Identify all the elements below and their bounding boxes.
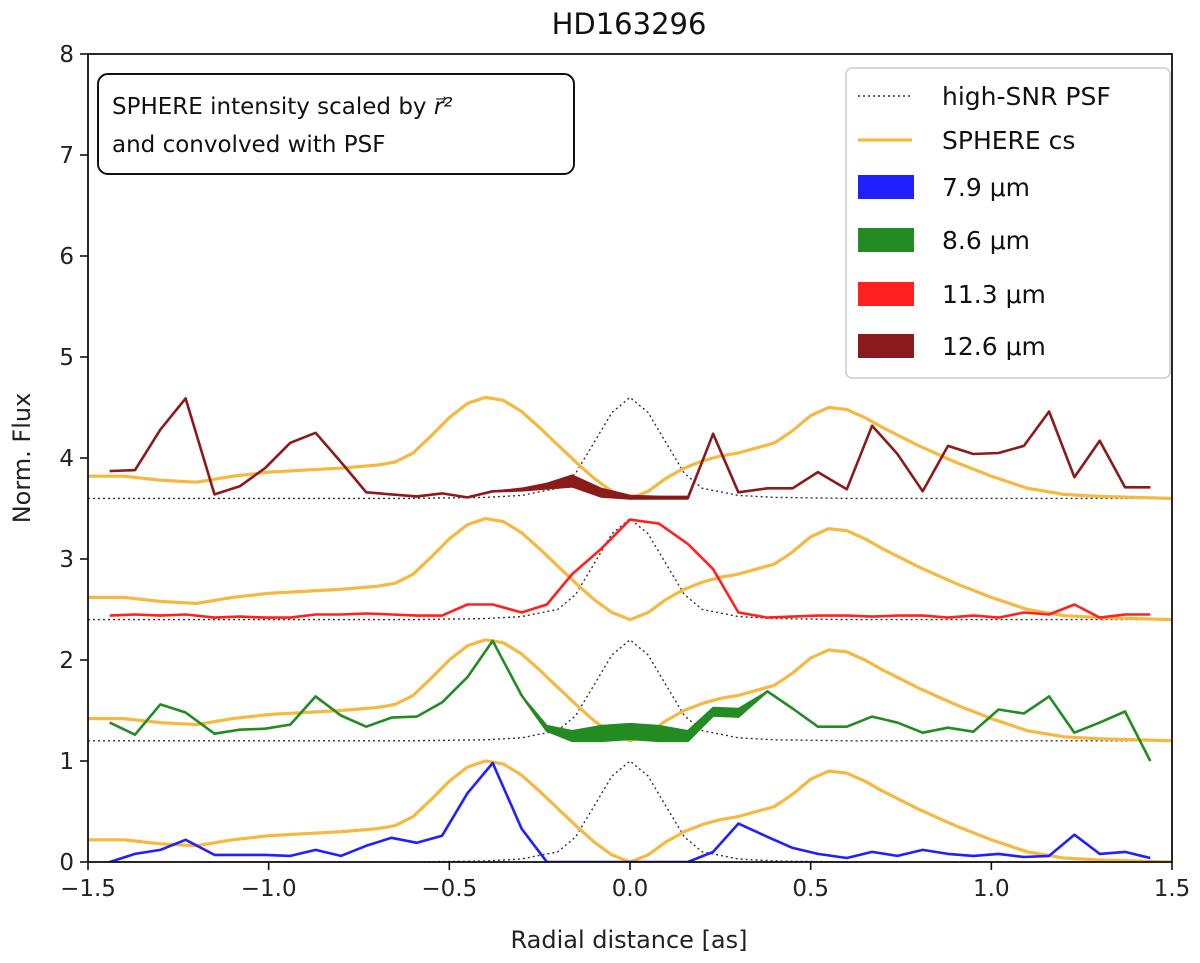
legend-item: 12.6 μm xyxy=(858,332,1046,361)
series-line-1 xyxy=(109,761,1151,862)
series-line-3 xyxy=(109,518,1151,619)
y-tick-label: 2 xyxy=(59,648,74,674)
sphere-cs-curve-1 xyxy=(88,759,1172,862)
legend-item: 11.3 μm xyxy=(858,280,1046,309)
sphere-cs-curve-2 xyxy=(88,638,1172,743)
x-axis-title: Radial distance [as] xyxy=(510,926,747,954)
y-tick-label: 0 xyxy=(59,850,74,876)
axes: −1.5 −1.0 −0.5 0.0 0.5 1.0 1.5 0 1 2 3 4 5 6 7 8 xyxy=(59,42,1190,902)
legend: high-SNR PSF SPHERE cs 7.9 μm 8.6 μm 11.3 μm… xyxy=(845,67,1171,379)
psf-curve-3 xyxy=(88,517,1172,621)
annotation-line1: SPHERE intensity scaled by r⃗² xyxy=(112,94,453,120)
plot-content xyxy=(88,395,1172,862)
legend-item: high-SNR PSF xyxy=(858,82,1111,111)
y-tick-label: 1 xyxy=(59,749,74,775)
x-tick-label: −1.5 xyxy=(60,876,116,902)
legend-label: 12.6 μm xyxy=(942,332,1046,361)
y-tick-label: 7 xyxy=(59,143,74,169)
y-tick-label: 8 xyxy=(59,42,74,68)
psf-curve-2 xyxy=(88,638,1172,742)
legend-swatch-patch xyxy=(858,334,914,358)
chart-title: HD163296 xyxy=(552,7,707,41)
legend-label: 8.6 μm xyxy=(942,226,1030,255)
legend-item: 8.6 μm xyxy=(858,226,1030,255)
annotation-frame xyxy=(97,73,575,175)
legend-frame xyxy=(845,67,1171,379)
psf-curve-4 xyxy=(88,396,1172,500)
legend-swatch-patch xyxy=(858,228,914,252)
plot-area xyxy=(88,395,1172,862)
x-tick-label: 0.0 xyxy=(612,876,649,902)
legend-item: SPHERE cs xyxy=(858,126,1075,155)
x-tick-label: 1.0 xyxy=(973,876,1010,902)
x-tick-label: 1.5 xyxy=(1154,876,1191,902)
x-tick-label: −1.0 xyxy=(241,876,297,902)
annotation-box: SPHERE intensity scaled by r⃗² and convo… xyxy=(97,73,575,175)
legend-label: 11.3 μm xyxy=(942,280,1046,309)
y-axis-title: Norm. Flux xyxy=(8,393,36,524)
legend-swatch-patch xyxy=(858,282,914,306)
y-tick-label: 5 xyxy=(59,345,74,371)
series-band-4 xyxy=(109,396,1151,500)
x-tick-label: −0.5 xyxy=(421,876,477,902)
x-tick-label: 0.5 xyxy=(792,876,829,902)
series-line-2 xyxy=(109,639,1152,762)
sphere-cs-curve-3 xyxy=(88,516,1172,622)
legend-label: SPHERE cs xyxy=(942,126,1075,155)
sphere-cs-curve-4 xyxy=(88,395,1172,500)
y-tick-label: 3 xyxy=(59,547,74,573)
series-band-2 xyxy=(109,639,1151,762)
series-line-4 xyxy=(109,397,1151,500)
y-tick-label: 4 xyxy=(59,446,74,472)
legend-label: 7.9 μm xyxy=(942,173,1030,202)
legend-swatch-patch xyxy=(858,175,914,199)
legend-item: 7.9 μm xyxy=(858,173,1030,202)
annotation-line2: and convolved with PSF xyxy=(112,132,385,158)
legend-label: high-SNR PSF xyxy=(942,82,1111,111)
y-tick-label: 6 xyxy=(59,244,74,270)
